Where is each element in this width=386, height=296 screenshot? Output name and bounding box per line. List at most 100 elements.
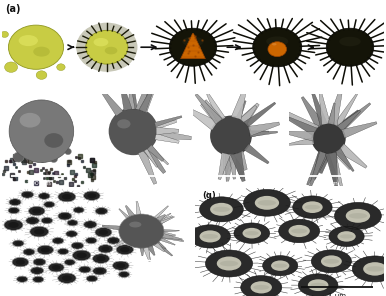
Circle shape bbox=[67, 220, 78, 226]
Circle shape bbox=[95, 207, 108, 215]
Circle shape bbox=[242, 228, 261, 239]
Text: 5 μm: 5 μm bbox=[56, 292, 74, 296]
Polygon shape bbox=[188, 108, 218, 130]
Circle shape bbox=[44, 202, 55, 207]
Polygon shape bbox=[147, 246, 155, 255]
Circle shape bbox=[93, 254, 109, 263]
Polygon shape bbox=[334, 148, 351, 170]
Circle shape bbox=[190, 225, 230, 248]
Circle shape bbox=[52, 237, 64, 244]
Circle shape bbox=[98, 209, 105, 213]
Circle shape bbox=[87, 223, 94, 227]
Ellipse shape bbox=[323, 259, 339, 264]
Polygon shape bbox=[231, 152, 245, 181]
Circle shape bbox=[34, 268, 41, 273]
Circle shape bbox=[11, 209, 17, 212]
Ellipse shape bbox=[245, 231, 259, 235]
Circle shape bbox=[29, 218, 36, 223]
Polygon shape bbox=[160, 238, 175, 245]
Polygon shape bbox=[163, 234, 182, 240]
Polygon shape bbox=[125, 205, 134, 216]
Circle shape bbox=[41, 194, 47, 198]
Circle shape bbox=[46, 203, 52, 206]
Circle shape bbox=[65, 148, 71, 155]
Circle shape bbox=[62, 275, 72, 281]
Polygon shape bbox=[154, 243, 165, 252]
Polygon shape bbox=[120, 82, 132, 111]
Ellipse shape bbox=[20, 113, 41, 128]
Circle shape bbox=[205, 250, 252, 277]
Polygon shape bbox=[138, 150, 157, 184]
Circle shape bbox=[109, 107, 158, 155]
Circle shape bbox=[271, 260, 290, 271]
Polygon shape bbox=[156, 127, 179, 135]
Circle shape bbox=[200, 197, 243, 222]
Polygon shape bbox=[229, 154, 236, 179]
Polygon shape bbox=[140, 248, 144, 256]
Polygon shape bbox=[139, 83, 157, 113]
Circle shape bbox=[24, 193, 31, 197]
Circle shape bbox=[8, 25, 64, 69]
Circle shape bbox=[35, 278, 41, 281]
Circle shape bbox=[279, 219, 320, 243]
Polygon shape bbox=[218, 153, 230, 180]
Circle shape bbox=[44, 219, 50, 222]
Circle shape bbox=[36, 71, 47, 79]
Text: (d): (d) bbox=[197, 97, 210, 106]
Circle shape bbox=[12, 200, 18, 204]
Circle shape bbox=[110, 239, 117, 242]
Text: (c): (c) bbox=[101, 97, 114, 106]
Ellipse shape bbox=[93, 38, 108, 46]
Ellipse shape bbox=[19, 35, 38, 46]
Circle shape bbox=[8, 207, 19, 214]
Polygon shape bbox=[144, 149, 157, 167]
Circle shape bbox=[81, 268, 88, 271]
Circle shape bbox=[38, 193, 50, 199]
Ellipse shape bbox=[291, 229, 307, 234]
Circle shape bbox=[58, 273, 76, 283]
Circle shape bbox=[36, 260, 43, 264]
Polygon shape bbox=[310, 86, 327, 126]
Circle shape bbox=[84, 221, 97, 228]
Polygon shape bbox=[98, 225, 120, 230]
Polygon shape bbox=[248, 122, 280, 136]
Polygon shape bbox=[136, 199, 141, 214]
Ellipse shape bbox=[182, 37, 204, 46]
Polygon shape bbox=[233, 153, 244, 178]
Polygon shape bbox=[337, 110, 361, 131]
Polygon shape bbox=[335, 148, 354, 172]
Circle shape bbox=[98, 245, 113, 253]
Polygon shape bbox=[301, 96, 325, 128]
Circle shape bbox=[13, 240, 24, 247]
Circle shape bbox=[210, 203, 233, 216]
Ellipse shape bbox=[349, 213, 367, 219]
Circle shape bbox=[262, 256, 298, 276]
Circle shape bbox=[30, 267, 44, 274]
Polygon shape bbox=[119, 209, 129, 218]
Ellipse shape bbox=[253, 285, 269, 290]
Circle shape bbox=[26, 250, 32, 254]
Ellipse shape bbox=[129, 222, 141, 228]
Circle shape bbox=[74, 244, 81, 247]
Polygon shape bbox=[327, 85, 343, 126]
Circle shape bbox=[8, 222, 19, 228]
Polygon shape bbox=[144, 147, 166, 173]
Circle shape bbox=[41, 247, 50, 252]
Text: 200 nm: 200 nm bbox=[122, 181, 146, 186]
Polygon shape bbox=[225, 154, 234, 182]
Polygon shape bbox=[154, 206, 169, 218]
Polygon shape bbox=[162, 234, 184, 242]
Circle shape bbox=[55, 239, 61, 243]
Circle shape bbox=[15, 242, 21, 245]
Circle shape bbox=[66, 231, 77, 237]
Circle shape bbox=[58, 192, 76, 202]
Polygon shape bbox=[232, 153, 243, 178]
Circle shape bbox=[99, 230, 108, 235]
Polygon shape bbox=[231, 87, 247, 120]
Circle shape bbox=[96, 269, 103, 273]
Circle shape bbox=[4, 220, 23, 230]
Ellipse shape bbox=[44, 133, 63, 148]
Circle shape bbox=[41, 217, 52, 224]
Polygon shape bbox=[320, 152, 331, 173]
Ellipse shape bbox=[272, 43, 276, 46]
